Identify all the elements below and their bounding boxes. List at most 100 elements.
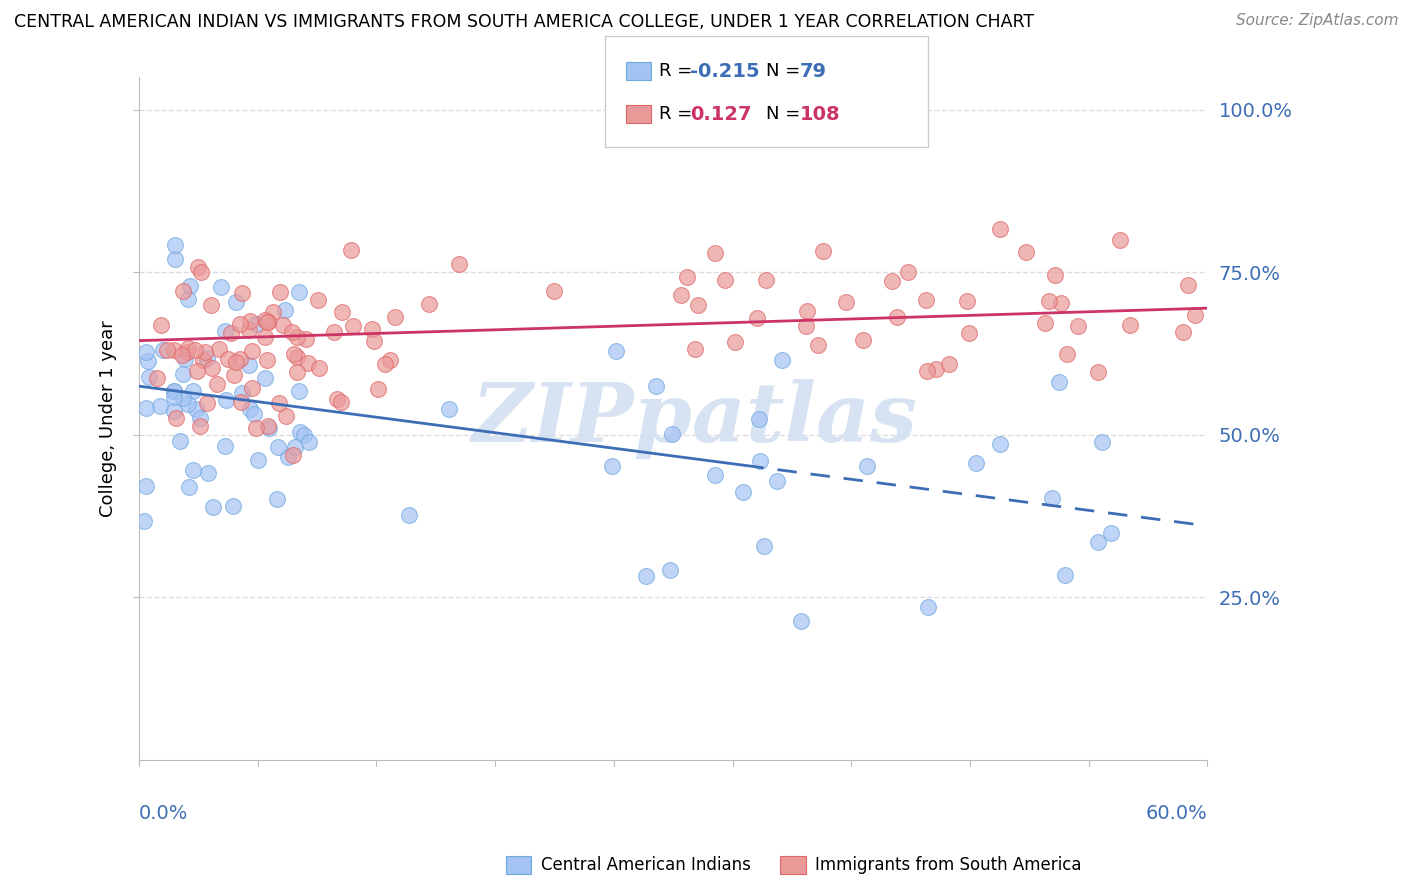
Point [197,466,219,480]
Point [214,324,236,338]
Point [262,305,284,319]
Point [298,435,321,450]
Point [163,343,186,358]
Point [294,332,316,346]
Point [136,354,159,368]
Point [254,330,277,344]
Point [274,409,297,424]
Point [1047,375,1070,389]
Point [342,319,364,334]
Point [179,278,201,293]
Point [186,364,208,378]
Point [1184,308,1206,322]
Point [323,325,346,339]
Point [134,514,156,528]
Point [215,393,238,408]
Point [1043,268,1066,283]
Point [242,380,264,394]
Point [190,265,212,279]
Point [675,270,697,285]
Point [988,437,1011,451]
Point [202,500,225,514]
Point [1015,244,1038,259]
Point [1173,325,1195,339]
Point [807,338,830,352]
Point [239,314,262,328]
Point [177,341,200,355]
Point [163,404,186,418]
Point [193,353,215,368]
Point [135,479,157,493]
Point [957,326,980,340]
Point [724,334,747,349]
Point [988,221,1011,235]
Point [231,286,253,301]
Point [1119,318,1142,333]
Point [938,357,960,371]
Point [156,343,179,357]
Point [1050,296,1073,310]
Point [135,401,157,416]
Point [229,351,252,366]
Point [398,508,420,522]
Text: -0.215: -0.215 [690,62,761,81]
Point [135,345,157,359]
Point [1067,319,1090,334]
Y-axis label: College, Under 1 year: College, Under 1 year [100,320,117,517]
Point [170,348,193,362]
Point [253,313,276,327]
Point [238,358,260,372]
Point [149,318,172,332]
Point [138,370,160,384]
Point [177,397,200,411]
Point [288,285,311,300]
Text: 0.127: 0.127 [690,104,752,124]
Point [363,334,385,348]
Point [447,257,470,271]
Point [745,310,768,325]
Point [955,293,977,308]
Point [770,352,793,367]
Text: CENTRAL AMERICAN INDIAN VS IMMIGRANTS FROM SOUTH AMERICA COLLEGE, UNDER 1 YEAR C: CENTRAL AMERICAN INDIAN VS IMMIGRANTS FR… [14,13,1035,31]
Point [367,382,389,396]
Point [208,342,231,356]
Point [145,371,167,385]
Point [704,468,727,483]
Point [600,459,623,474]
Point [329,394,352,409]
Point [271,318,294,333]
Point [281,325,304,339]
Point [219,326,242,341]
Point [1087,534,1109,549]
Point [217,351,239,366]
Point [253,370,276,384]
Text: ZIPpatlas: ZIPpatlas [471,378,918,458]
Text: Central American Indians: Central American Indians [541,856,751,874]
Point [1053,568,1076,582]
Point [225,294,247,309]
Point [165,237,187,252]
Point [245,420,267,434]
Point [184,343,207,357]
Point [658,563,681,577]
Text: 60.0%: 60.0% [1146,805,1208,823]
Point [796,304,818,318]
Point [169,434,191,448]
Point [238,402,260,417]
Point [163,390,186,404]
Point [257,421,280,435]
Point [195,351,218,366]
Point [238,322,260,336]
Point [242,407,264,421]
Point [766,474,789,488]
Point [288,384,311,398]
Point [360,321,382,335]
Point [384,310,406,325]
Point [256,353,278,368]
Point [543,284,565,298]
Point [266,491,288,506]
Point [1177,278,1199,293]
Text: R =: R = [659,105,699,123]
Point [835,295,858,310]
Text: R =: R = [659,62,699,80]
